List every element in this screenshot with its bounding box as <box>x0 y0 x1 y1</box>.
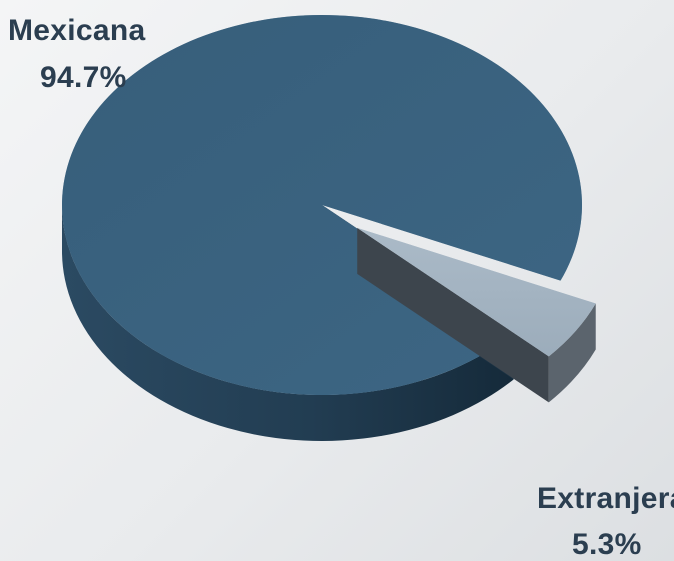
slice-value-extranjera: 5.3% <box>572 528 642 561</box>
slice-side-extranjera <box>548 303 596 403</box>
slice-extranjera-shade <box>357 227 596 357</box>
slice-cut-extranjera <box>357 227 549 403</box>
slice-value-mexicana: 94.7% <box>40 61 127 94</box>
slice-label-extranjera: Extranjera <box>537 482 674 515</box>
slice-side-mexicana <box>61 205 514 442</box>
slice-label-mexicana: Mexicana <box>8 14 146 47</box>
